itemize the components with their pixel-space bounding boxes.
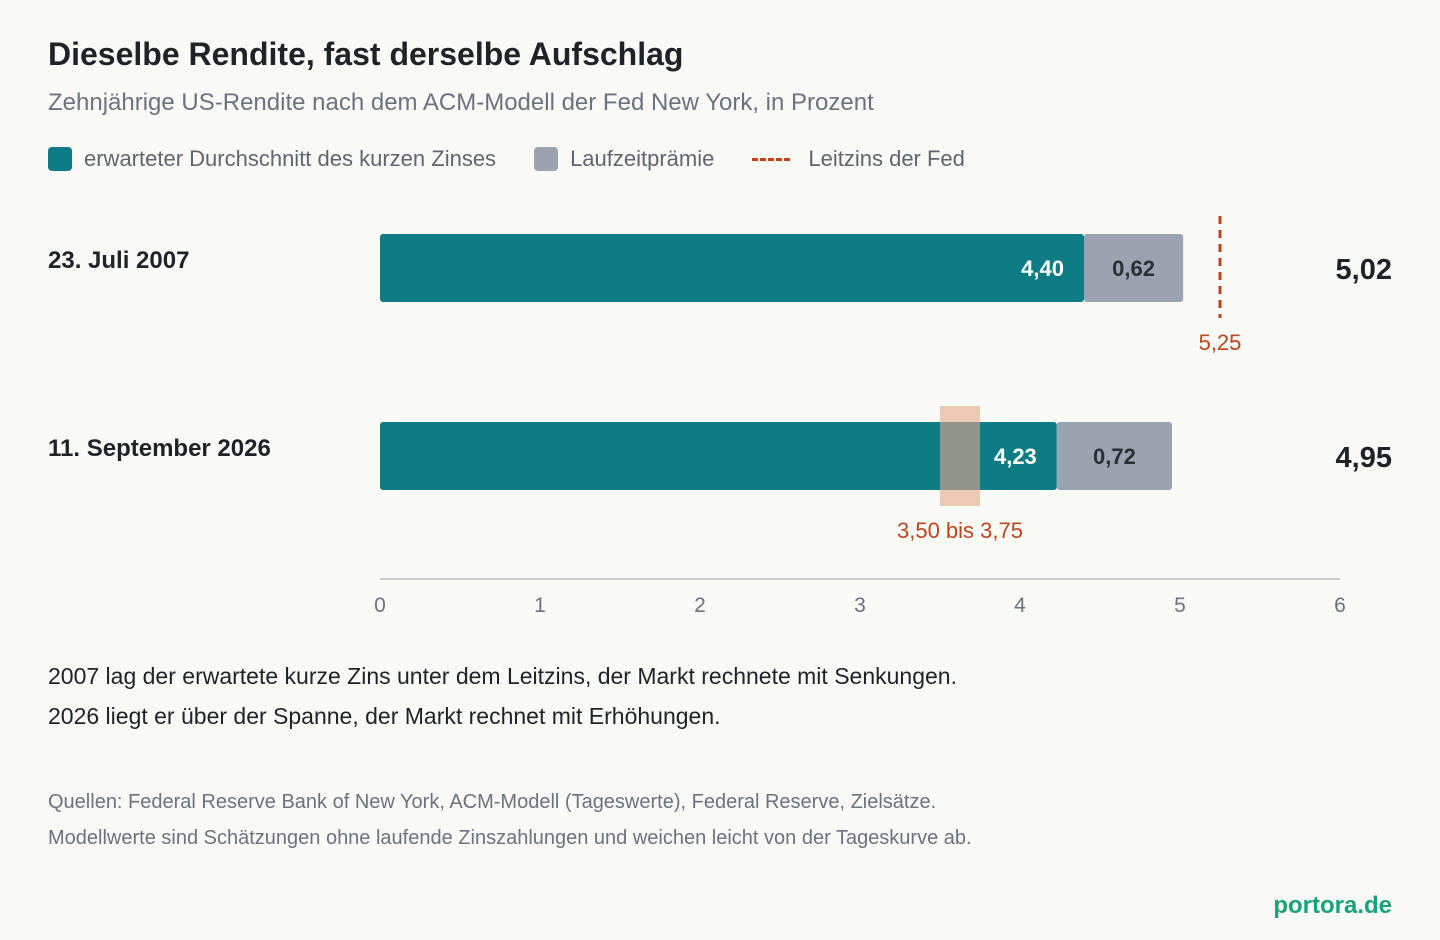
total-value: 4,95: [1336, 442, 1392, 474]
bar-expected: [380, 234, 1084, 302]
x-tick-label: 6: [1334, 594, 1346, 617]
legend-swatch-premium: [534, 147, 559, 171]
bar-value-expected: 4,23: [994, 444, 1037, 469]
source-line-1: Quellen: Federal Reserve Bank of New Yor…: [48, 791, 937, 813]
legend-label-policy: Leitzins der Fed: [808, 146, 965, 171]
brand-logo: portora.de: [1273, 892, 1392, 919]
policy-range-label: 3,50 bis 3,75: [897, 518, 1023, 543]
source-line-2: Modellwerte sind Schätzungen ohne laufen…: [48, 827, 972, 849]
total-value: 5,02: [1336, 254, 1392, 286]
note-line-1: 2007 lag der erwartete kurze Zins unter …: [48, 663, 957, 689]
bar-value-expected: 4,40: [1021, 256, 1064, 281]
x-tick-label: 2: [694, 594, 706, 617]
x-tick-label: 0: [374, 594, 386, 617]
chart-title: Dieselbe Rendite, fast derselbe Aufschla…: [48, 36, 684, 72]
legend-label-premium: Laufzeitprämie: [570, 146, 715, 171]
x-tick-label: 4: [1014, 594, 1026, 617]
legend-item-expected: erwarteter Durchschnitt des kurzen Zinse…: [48, 146, 496, 172]
x-tick-label: 5: [1174, 594, 1186, 617]
chart-svg: 23. Juli 2007 5,25 4,40 0,62 5,02 11. Septemb…: [48, 216, 1392, 617]
chart-note: 2007 lag der erwartete kurze Zins unter …: [48, 656, 957, 736]
bar-value-premium: 0,62: [1112, 256, 1155, 281]
category-label: 23. Juli 2007: [48, 247, 189, 274]
bar-premium: [1056, 422, 1172, 490]
legend-swatch-expected: [48, 147, 72, 171]
source-note: Quellen: Federal Reserve Bank of New Yor…: [48, 784, 972, 856]
legend-label-expected: erwarteter Durchschnitt des kurzen Zinse…: [84, 146, 497, 171]
bar-expected: [380, 422, 1057, 490]
chart-subtitle: Zehnjährige US-Rendite nach dem ACM-Mode…: [48, 89, 874, 116]
bar-premium: [1084, 234, 1184, 302]
x-tick-label: 3: [854, 594, 866, 617]
legend-item-policy: Leitzins der Fed: [752, 146, 965, 172]
bar-value-premium: 0,72: [1093, 444, 1136, 469]
policy-line-label: 5,25: [1199, 330, 1242, 355]
legend-item-premium: Laufzeitprämie: [534, 146, 714, 172]
legend: erwarteter Durchschnitt des kurzen Zinse…: [48, 146, 1003, 172]
note-line-2: 2026 liegt er über der Spanne, der Markt…: [48, 703, 721, 729]
x-tick-label: 1: [534, 594, 546, 617]
policy-range: [940, 406, 980, 506]
legend-swatch-policy: [752, 157, 791, 161]
category-label: 11. September 2026: [48, 435, 271, 462]
